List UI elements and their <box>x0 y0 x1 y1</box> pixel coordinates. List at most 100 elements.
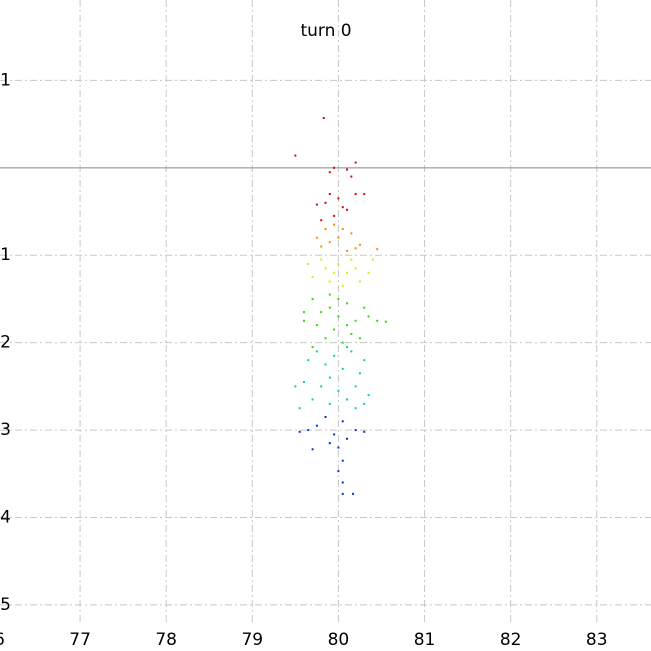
y-tick-label: 1 <box>0 70 11 90</box>
point <box>354 429 357 432</box>
point <box>337 389 340 392</box>
point <box>341 284 344 287</box>
point <box>311 297 314 300</box>
point <box>354 247 357 250</box>
point <box>324 201 327 204</box>
point <box>315 203 318 206</box>
point <box>328 293 331 296</box>
point <box>341 367 344 370</box>
point <box>302 311 305 314</box>
point <box>363 193 366 196</box>
point <box>363 359 366 362</box>
point <box>367 271 370 274</box>
point <box>333 166 336 169</box>
point <box>376 319 379 322</box>
point <box>328 442 331 445</box>
point <box>333 354 336 357</box>
point <box>320 245 323 248</box>
point <box>337 470 340 473</box>
point <box>294 154 297 157</box>
point <box>346 271 349 274</box>
point <box>333 271 336 274</box>
point <box>358 243 361 246</box>
point <box>363 306 366 309</box>
point <box>346 398 349 401</box>
y-tick-label: −4 <box>0 507 11 527</box>
point <box>358 280 361 283</box>
point <box>346 168 349 171</box>
point <box>328 402 331 405</box>
point <box>341 420 344 423</box>
x-tick-label: 83 <box>586 630 608 650</box>
point <box>333 223 336 226</box>
point <box>302 380 305 383</box>
point <box>311 448 314 451</box>
point <box>328 193 331 196</box>
point <box>376 248 379 251</box>
point <box>346 249 349 252</box>
point <box>324 415 327 418</box>
point <box>328 241 331 244</box>
point <box>298 407 301 410</box>
point <box>311 346 314 349</box>
point <box>358 372 361 375</box>
point <box>320 258 323 261</box>
point <box>302 319 305 322</box>
point <box>367 315 370 318</box>
point <box>324 363 327 366</box>
point <box>315 424 318 427</box>
point <box>354 407 357 410</box>
point <box>367 394 370 397</box>
point <box>346 324 349 327</box>
point <box>350 258 353 261</box>
point <box>333 214 336 217</box>
x-tick-label: 76 <box>0 630 5 650</box>
point <box>315 350 318 353</box>
point <box>337 262 340 265</box>
point <box>337 446 340 449</box>
y-tick-label: −5 <box>0 595 11 615</box>
point <box>358 337 361 340</box>
point <box>363 430 366 433</box>
point <box>341 481 344 484</box>
point <box>311 398 314 401</box>
point <box>315 324 318 327</box>
point <box>294 385 297 388</box>
point <box>307 429 310 432</box>
point <box>354 385 357 388</box>
y-tick-label: −2 <box>0 333 11 353</box>
point <box>354 161 357 164</box>
point <box>328 376 331 379</box>
point <box>352 492 355 495</box>
point <box>333 433 336 436</box>
point <box>346 302 349 305</box>
point <box>354 267 357 270</box>
point <box>354 319 357 322</box>
point <box>341 341 344 344</box>
point <box>337 315 340 318</box>
x-tick-label: 81 <box>414 630 436 650</box>
point <box>333 328 336 331</box>
point <box>350 350 353 353</box>
point <box>346 346 349 349</box>
point <box>346 437 349 440</box>
point <box>311 276 314 279</box>
point <box>337 297 340 300</box>
point <box>350 332 353 335</box>
point <box>307 359 310 362</box>
x-tick-label: 79 <box>241 630 263 650</box>
point <box>337 236 340 239</box>
point <box>341 228 344 231</box>
point <box>315 236 318 239</box>
point <box>363 402 366 405</box>
point <box>322 117 325 120</box>
chart-title: turn 0 <box>300 21 351 41</box>
point <box>341 459 344 462</box>
y-tick-label: −3 <box>0 420 11 440</box>
point <box>346 208 349 211</box>
x-tick-label: 80 <box>328 630 350 650</box>
x-tick-label: 77 <box>69 630 91 650</box>
x-tick-label: 82 <box>500 630 522 650</box>
